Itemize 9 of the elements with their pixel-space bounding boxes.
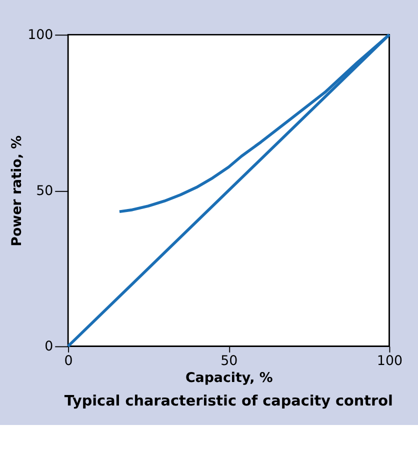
x-tick-label: 100 xyxy=(376,354,403,369)
y-tick-label: 100 xyxy=(28,28,54,43)
x-tick-label: 0 xyxy=(64,354,73,369)
y-tick-label: 50 xyxy=(36,184,54,199)
y-tick-label: 0 xyxy=(44,340,54,355)
y-axis-title: Power ratio, % xyxy=(10,136,25,246)
text: Typical characteristic of capacity control xyxy=(64,394,393,410)
x-tick-label: 50 xyxy=(220,354,238,369)
x-axis-title: Capacity, % xyxy=(185,371,273,386)
